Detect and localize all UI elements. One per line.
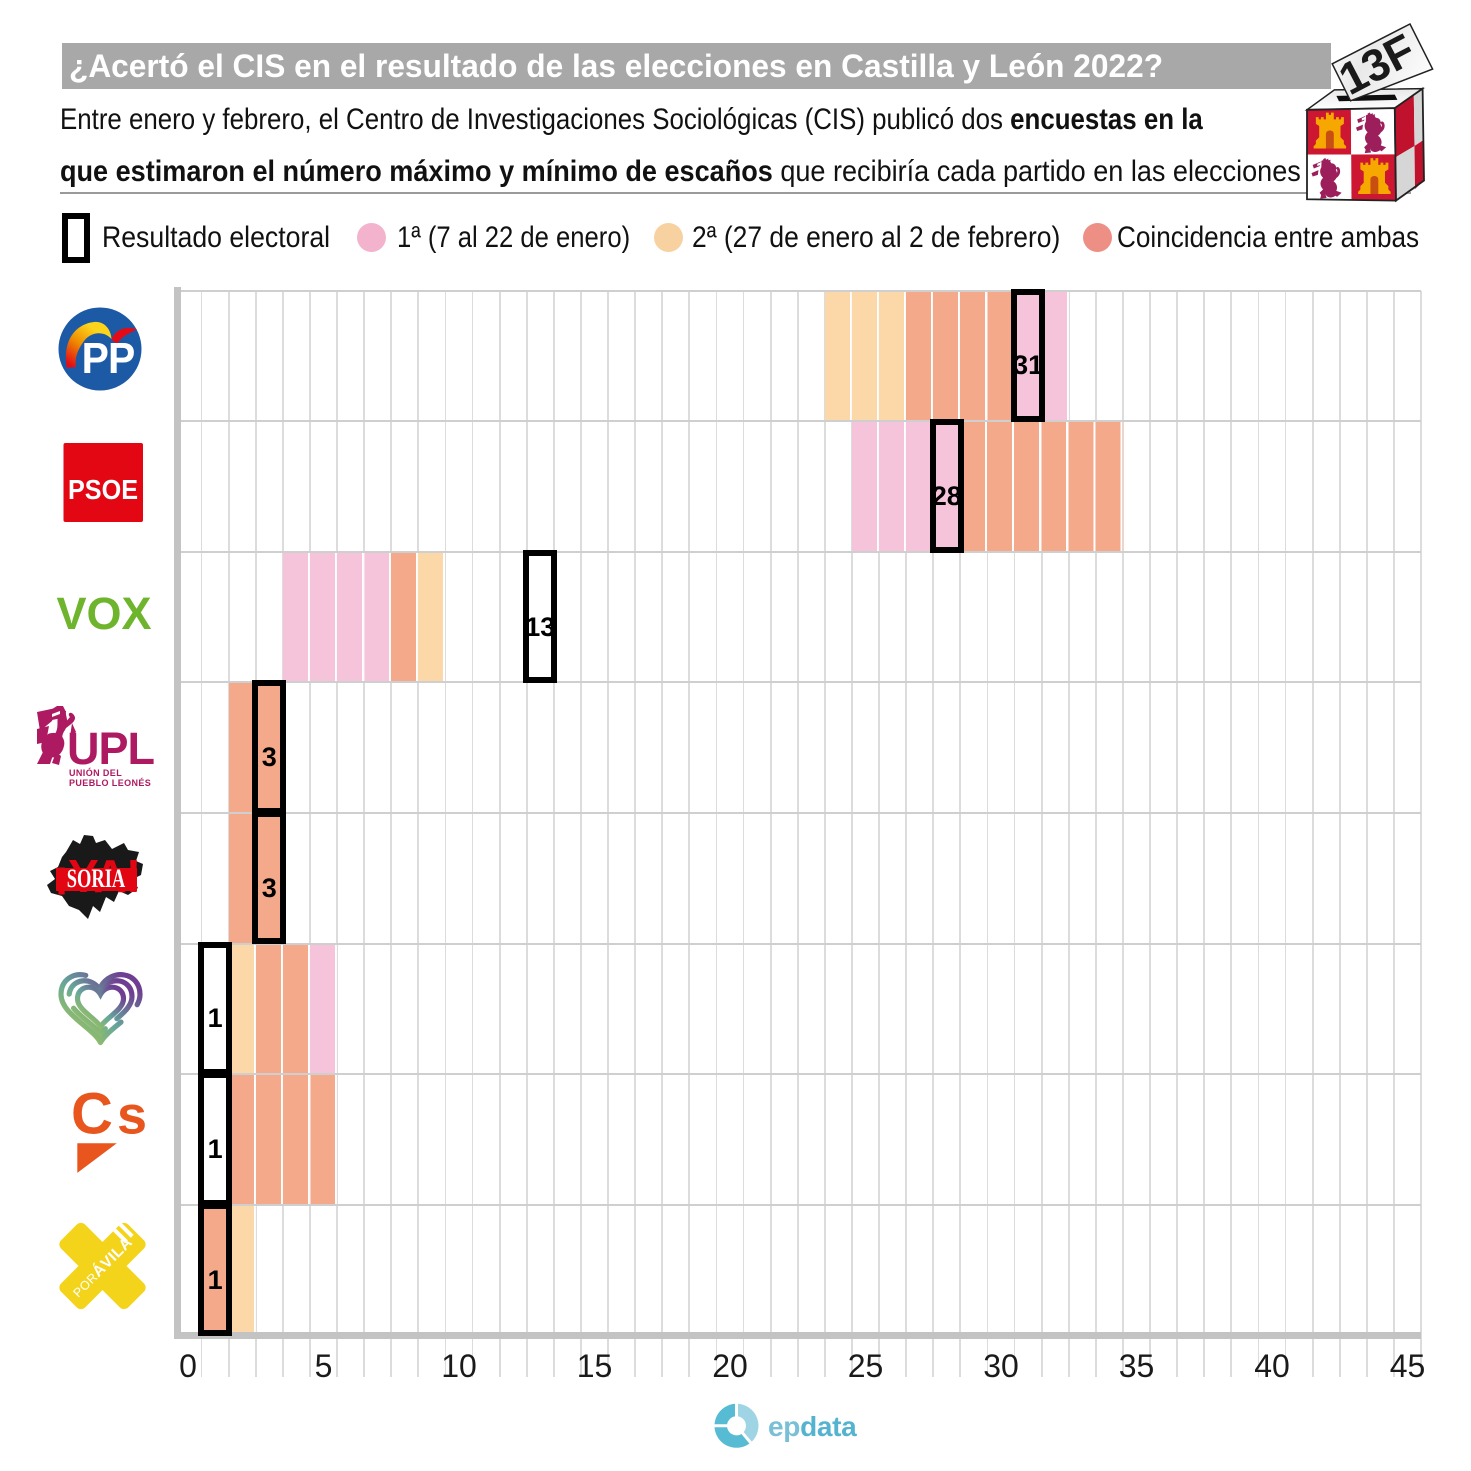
svg-text:PP: PP [82,335,135,384]
svg-text:epdata: epdata [768,1411,857,1442]
svg-text:SORIA: SORIA [67,864,126,893]
svg-text:PSOE: PSOE [68,474,138,506]
svg-text:VOX: VOX [56,588,151,639]
svg-text:s: s [117,1086,147,1146]
svg-text:PUEBLO LEONÉS: PUEBLO LEONÉS [69,778,151,788]
svg-text:UNIÓN DEL: UNIÓN DEL [69,767,122,778]
svg-text:C: C [71,1082,113,1147]
svg-text:UPL: UPL [67,723,155,774]
